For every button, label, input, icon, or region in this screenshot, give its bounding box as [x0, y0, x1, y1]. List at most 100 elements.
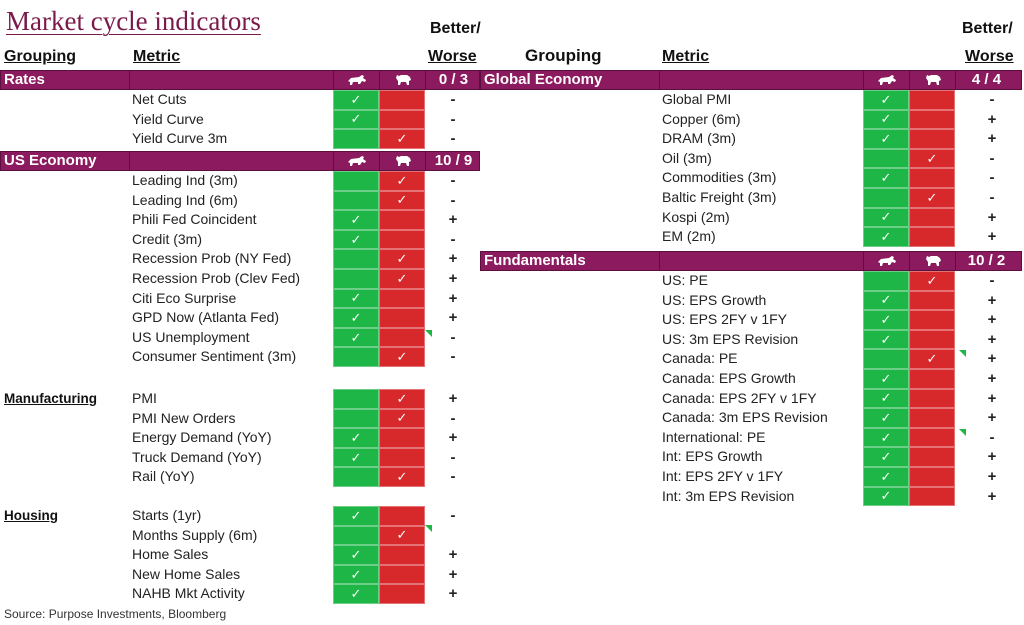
- bear-cell: [379, 447, 425, 468]
- metric-label: Canada: PE: [662, 350, 738, 367]
- better-worse-header-left-2: Worse: [428, 48, 477, 65]
- metric-label: Recession Prob (NY Fed): [132, 250, 292, 267]
- metric-label: PMI: [132, 390, 157, 406]
- better-worse-mark: -: [450, 191, 456, 209]
- bull-cell: [333, 525, 379, 546]
- bear-cell: [379, 90, 425, 110]
- bear-cell: [379, 327, 425, 348]
- better-worse-mark: -: [450, 130, 456, 148]
- better-worse-mark: -: [450, 448, 456, 466]
- better-worse-mark: +: [448, 211, 458, 229]
- bull-icon: [863, 70, 909, 90]
- bear-check-icon: ✓: [379, 389, 425, 409]
- better-worse-header-right-2: Worse: [965, 48, 1014, 65]
- section-band: [0, 70, 480, 90]
- metric-label: Int: 3m EPS Revision: [662, 487, 795, 504]
- bull-cell: [863, 271, 909, 291]
- metric-label: Truck Demand (YoY): [132, 448, 262, 465]
- metric-label: Credit (3m): [132, 230, 203, 247]
- bear-cell: [379, 545, 425, 565]
- cell-note-marker: [959, 429, 966, 436]
- better-worse-mark: -: [450, 110, 456, 128]
- grouping-header-left: Grouping: [4, 48, 76, 65]
- bull-cell: [333, 171, 379, 191]
- better-worse-mark: -: [989, 272, 995, 289]
- metric-label: NAHB Mkt Activity: [132, 585, 245, 602]
- metric-label: Int: EPS 2FY v 1FY: [662, 468, 784, 484]
- bull-check-icon: ✓: [863, 427, 909, 448]
- metric-label: Copper (6m): [662, 110, 741, 127]
- metric-label: US: EPS Growth: [662, 291, 767, 308]
- bull-cell: [333, 347, 379, 367]
- better-worse-mark: +: [987, 468, 997, 485]
- section-name: Housing: [4, 508, 58, 523]
- bear-cell: [909, 168, 955, 188]
- better-worse-mark: +: [987, 350, 997, 368]
- metric-label: Consumer Sentiment (3m): [132, 348, 297, 365]
- better-worse-mark: +: [987, 311, 997, 329]
- metric-label: Energy Demand (YoY): [132, 429, 272, 446]
- bear-cell: [379, 229, 425, 250]
- metric-label: Recession Prob (Clev Fed): [132, 270, 301, 286]
- better-worse-mark: -: [450, 230, 456, 248]
- bull-check-icon: ✓: [333, 288, 379, 309]
- better-worse-mark: +: [987, 330, 997, 348]
- bull-cell: [863, 188, 909, 208]
- bull-check-icon: ✓: [333, 109, 379, 130]
- bull-check-icon: ✓: [863, 310, 909, 330]
- bull-check-icon: ✓: [863, 290, 909, 311]
- bull-cell: [333, 269, 379, 289]
- bear-cell: [379, 308, 425, 328]
- bear-icon: [909, 251, 955, 271]
- band-divider: [129, 151, 130, 171]
- bear-cell: [379, 288, 425, 309]
- bear-check-icon: ✓: [379, 525, 425, 546]
- section-name: US Economy: [4, 152, 97, 169]
- bear-cell: [909, 467, 955, 487]
- metric-label: Yield Curve 3m: [132, 130, 228, 147]
- better-worse-mark: +: [448, 250, 458, 268]
- better-worse-mark: -: [450, 348, 456, 366]
- bull-cell: [333, 190, 379, 211]
- bull-check-icon: ✓: [863, 90, 909, 110]
- bear-check-icon: ✓: [379, 347, 425, 367]
- better-worse-mark: -: [450, 328, 456, 346]
- metric-label: Baltic Freight (3m): [662, 189, 777, 205]
- metric-label: Oil (3m): [662, 149, 712, 166]
- better-worse-mark: +: [987, 228, 997, 246]
- bear-cell: [909, 447, 955, 467]
- bull-check-icon: ✓: [333, 447, 379, 468]
- bull-check-icon: ✓: [863, 207, 909, 228]
- metric-label: PMI New Orders: [132, 409, 236, 426]
- section-score: 4 / 4: [955, 70, 1017, 90]
- bull-check-icon: ✓: [863, 447, 909, 467]
- bull-check-icon: ✓: [863, 467, 909, 487]
- section-name: Global Economy: [484, 71, 603, 88]
- bull-check-icon: ✓: [333, 428, 379, 448]
- bull-cell: [863, 148, 909, 169]
- section-band: [480, 70, 1022, 90]
- bull-check-icon: ✓: [333, 90, 379, 110]
- bear-cell: [909, 408, 955, 428]
- source-note: Source: Purpose Investments, Bloomberg: [4, 607, 227, 621]
- bear-check-icon: ✓: [909, 188, 955, 208]
- metric-label: Starts (1yr): [132, 507, 202, 523]
- better-worse-mark: +: [448, 270, 458, 287]
- bear-cell: [379, 564, 425, 585]
- band-divider: [129, 70, 130, 90]
- metric-label: Commodities (3m): [662, 169, 777, 186]
- bull-check-icon: ✓: [863, 227, 909, 247]
- bear-cell: [909, 290, 955, 311]
- bull-check-icon: ✓: [333, 584, 379, 604]
- bull-check-icon: ✓: [863, 408, 909, 428]
- bear-cell: [909, 427, 955, 448]
- metric-label: International: PE: [662, 428, 766, 445]
- grouping-header-right: Grouping: [525, 46, 602, 65]
- section-score: 0 / 3: [425, 70, 481, 90]
- bull-cell: [333, 389, 379, 409]
- better-worse-mark: -: [450, 91, 456, 108]
- metric-label: Kospi (2m): [662, 208, 730, 225]
- bull-check-icon: ✓: [333, 229, 379, 250]
- better-worse-mark: -: [989, 189, 995, 206]
- bull-cell: [333, 129, 379, 149]
